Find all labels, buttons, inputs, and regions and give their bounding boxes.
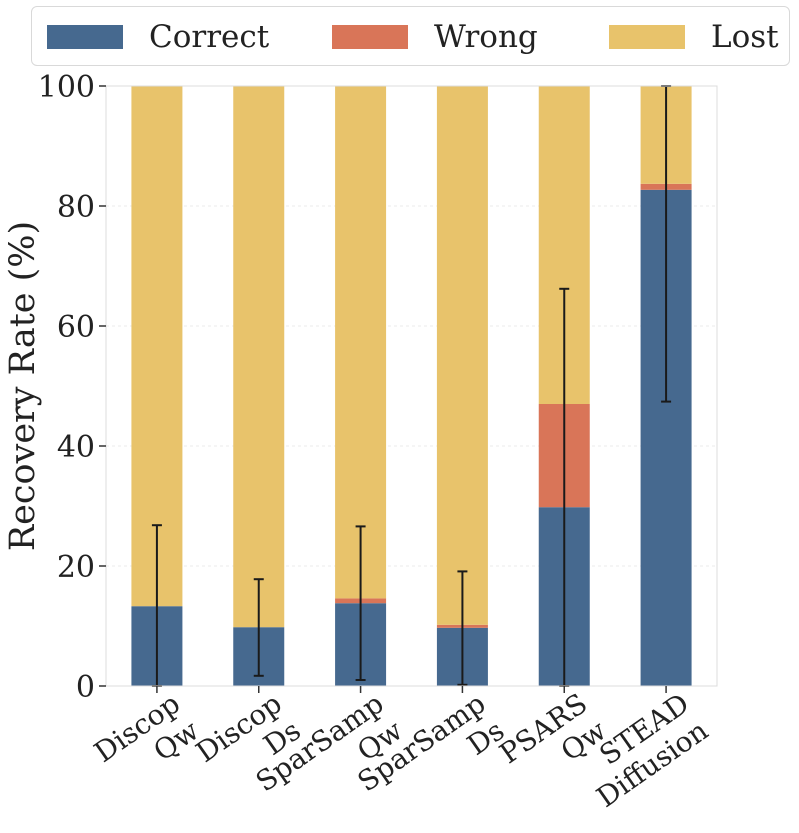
legend-item-lost: Lost (609, 7, 779, 67)
y-tick-label-0: 0 (76, 670, 95, 705)
y-axis-label: Recovery Rate (%) (3, 221, 43, 551)
y-tick-label-20: 20 (57, 550, 95, 585)
legend-item-correct: Correct (47, 7, 269, 67)
y-tick-label-80: 80 (57, 190, 95, 225)
legend-label-wrong: Wrong (434, 19, 538, 55)
bar-lost-1 (233, 86, 285, 628)
legend-label-lost: Lost (711, 19, 779, 55)
legend: Correct Wrong Lost (31, 6, 790, 66)
legend-swatch-lost (609, 25, 685, 49)
grid-lines (106, 85, 717, 687)
legend-swatch-wrong (332, 25, 408, 49)
legend-item-wrong: Wrong (332, 7, 538, 67)
error-bars (151, 85, 672, 687)
x-tick-label-4: PSARSQw (494, 687, 613, 798)
x-axis-ticks: DiscopQwDiscopDsSparSampQwSparSampDsPSAR… (88, 686, 714, 814)
bar-lost-3 (436, 86, 488, 625)
bar-lost-2 (335, 86, 387, 599)
y-axis-ticks: 0 20 40 60 80 100 (38, 70, 106, 705)
bars (131, 86, 692, 687)
y-tick-label-40: 40 (57, 430, 95, 465)
legend-swatch-correct (47, 25, 123, 49)
bar-lost-0 (131, 86, 183, 607)
y-tick-label-60: 60 (57, 310, 95, 345)
y-tick-label-100: 100 (38, 70, 95, 105)
plot-frame (105, 85, 718, 687)
legend-label-correct: Correct (149, 19, 270, 55)
x-tick-label-0: DiscopQw (88, 687, 205, 796)
